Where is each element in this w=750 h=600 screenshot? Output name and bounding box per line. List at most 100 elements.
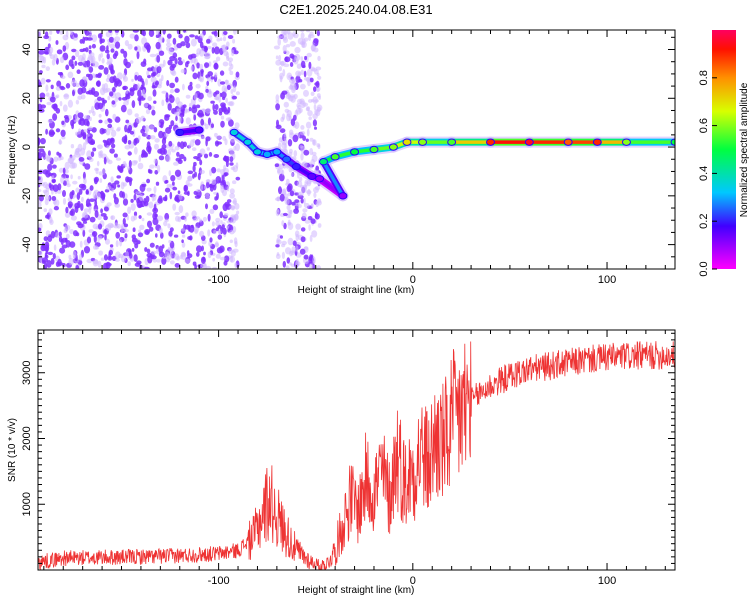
noise-blob (228, 248, 233, 254)
noise-blob (134, 262, 141, 267)
noise-blob (106, 138, 112, 146)
noise-blob (182, 59, 185, 64)
noise-blob (100, 52, 103, 58)
noise-blob (164, 114, 171, 118)
noise-blob (77, 175, 81, 180)
noise-blob (167, 149, 171, 157)
noise-blob (220, 220, 223, 225)
noise-blob (287, 32, 294, 40)
noise-blob (178, 205, 184, 214)
noise-blob (310, 203, 314, 208)
noise-blob (127, 140, 132, 145)
noise-blob (234, 262, 238, 268)
noise-blob (207, 213, 211, 222)
noise-blob (97, 102, 104, 110)
noise-blob (318, 95, 321, 100)
noise-blob (314, 126, 317, 130)
noise-blob (39, 70, 43, 74)
noise-blob (312, 119, 317, 127)
noise-blob (113, 153, 118, 158)
noise-blob (143, 198, 147, 205)
noise-blob (158, 50, 165, 56)
noise-blob (115, 251, 121, 259)
noise-blob (168, 170, 172, 177)
noise-blob (231, 49, 235, 57)
noise-blob (200, 70, 204, 77)
noise-blob (275, 55, 279, 60)
noise-blob (169, 248, 174, 255)
noise-blob (112, 113, 117, 120)
noise-blob (85, 189, 89, 195)
noise-blob (89, 116, 92, 122)
noise-blob (157, 84, 162, 89)
noise-blob (205, 136, 211, 142)
noise-blob (229, 205, 236, 210)
noise-blob (66, 183, 71, 188)
noise-blob (47, 43, 51, 49)
ridge-core (321, 159, 345, 198)
noise-blob (62, 190, 66, 197)
noise-blob (174, 211, 180, 216)
noise-blob (88, 229, 94, 233)
noise-blob (69, 241, 76, 248)
noise-blob (148, 30, 155, 37)
noise-blob (73, 230, 78, 237)
noise-blob (76, 192, 81, 201)
noise-blob (172, 52, 178, 59)
noise-blob (283, 101, 289, 108)
noise-blob (105, 31, 111, 38)
noise-blob (106, 144, 110, 149)
noise-blob (164, 187, 171, 193)
noise-blob (306, 128, 310, 137)
noise-blob (125, 90, 129, 94)
noise-blob (183, 30, 187, 33)
noise-blob (158, 155, 165, 161)
x-tick-label: 100 (598, 575, 616, 587)
noise-blob (197, 92, 204, 100)
noise-blob (276, 252, 280, 256)
noise-blob (232, 79, 237, 88)
noise-blob (291, 246, 296, 254)
noise-blob (132, 227, 136, 232)
noise-blob (111, 187, 115, 192)
noise-blob (83, 177, 87, 185)
noise-blob (177, 57, 182, 61)
noise-blob (156, 55, 161, 63)
noise-blob (141, 217, 145, 222)
noise-blob (58, 262, 64, 266)
noise-blob (122, 75, 128, 82)
noise-blob (38, 30, 42, 38)
y-tick-label: 0 (21, 144, 33, 150)
noise-blob (55, 128, 61, 133)
noise-blob (102, 139, 107, 143)
noise-blob (214, 104, 219, 111)
noise-blob (223, 87, 228, 93)
noise-blob (131, 100, 136, 109)
noise-blob (78, 253, 83, 261)
noise-blob (106, 185, 112, 191)
noise-blob (101, 168, 106, 176)
noise-blob (197, 77, 203, 82)
noise-blob (235, 143, 241, 152)
noise-blob (294, 230, 300, 238)
noise-blob (295, 245, 299, 252)
noise-blob (180, 228, 186, 232)
y-tick-label: -40 (21, 237, 33, 253)
noise-blob (216, 141, 223, 145)
noise-blob (72, 154, 76, 161)
noise-blob (199, 169, 205, 175)
noise-blob (75, 187, 80, 193)
noise-blob (64, 161, 70, 170)
noise-blob (147, 220, 152, 228)
noise-blob (39, 96, 43, 103)
spectrogram-x-tick-labels: -100 0 100 (208, 274, 617, 286)
noise-blob (217, 230, 222, 235)
noise-blob (130, 198, 134, 203)
noise-blob (86, 150, 92, 159)
noise-blob (199, 148, 206, 156)
noise-blob (88, 73, 93, 81)
noise-blob (38, 103, 43, 111)
noise-blob (230, 138, 235, 143)
noise-blob (211, 178, 217, 186)
noise-blob (279, 60, 286, 66)
